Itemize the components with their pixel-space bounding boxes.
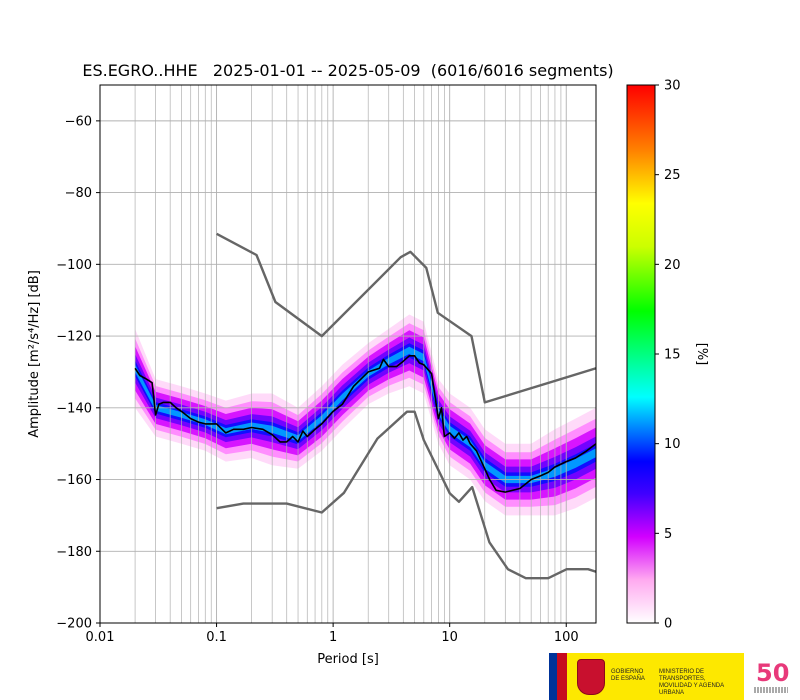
new-high-noise-model-line — [216, 232, 596, 404]
colorbar-tick-label: 5 — [664, 527, 672, 542]
ign-logo: 50 — [754, 659, 790, 695]
chart-title: ES.EGRO..HHE 2025-01-01 -- 2025-05-09 (6… — [82, 61, 613, 80]
y-axis-label: Amplitude [m²/s⁴/Hz] [dB] — [27, 270, 42, 438]
colorbar-tick-label: 10 — [664, 437, 681, 452]
series-lines — [134, 232, 596, 580]
x-tick-label: 1 — [329, 630, 337, 645]
colorbar-tick-label: 30 — [664, 79, 681, 94]
coat-of-arms-icon — [577, 659, 605, 695]
y-tick-label: −140 — [56, 401, 92, 416]
footer-logos: GOBIERNO DE ESPAÑA MINISTERIO DE TRANSPO… — [549, 653, 789, 700]
colorbar-tick-label: 15 — [664, 348, 681, 363]
x-tick-label: 0.01 — [86, 630, 115, 645]
y-tick-label: −200 — [56, 617, 92, 632]
colorbar-tick-label: 0 — [664, 617, 672, 632]
y-tick-label: −100 — [56, 258, 92, 273]
colorbar-ticks: 0 5 10 15 20 25 30 — [655, 79, 681, 632]
colorbar — [626, 84, 656, 624]
plot-frame — [99, 84, 597, 624]
colorbar-tick-label: 20 — [664, 258, 681, 273]
x-tick-label: 0.1 — [206, 630, 227, 645]
y-tick-label: −60 — [65, 114, 92, 129]
new-low-noise-model-line — [216, 410, 596, 580]
y-axis: −200 −180 −160 −140 −120 −100 −80 −60 — [56, 114, 100, 632]
y-tick-label: −160 — [56, 473, 92, 488]
x-axis-label: Period [s] — [317, 652, 379, 667]
ministry-text: MINISTERIO DE TRANSPORTES, MOVILIDAD Y A… — [659, 669, 724, 696]
ign-anniversary-text: 50 — [756, 659, 790, 687]
gobierno-logo: GOBIERNO DE ESPAÑA MINISTERIO DE TRANSPO… — [549, 653, 744, 700]
x-axis: 0.01 0.1 1 10 100 — [86, 623, 579, 645]
gobierno-text: GOBIERNO DE ESPAÑA — [611, 669, 645, 682]
psd-density — [135, 314, 596, 516]
x-tick-label: 10 — [441, 630, 458, 645]
eu-flag-icon — [549, 653, 557, 700]
ign-logo-mark — [754, 687, 788, 693]
y-tick-label: −180 — [56, 545, 92, 560]
y-tick-label: −80 — [65, 186, 92, 201]
median-line — [134, 354, 596, 493]
colorbar-tick-label: 25 — [664, 168, 681, 183]
colorbar-label: [%] — [694, 343, 709, 366]
x-tick-label: 100 — [554, 630, 579, 645]
y-tick-label: −120 — [56, 330, 92, 345]
grid — [99, 85, 596, 624]
